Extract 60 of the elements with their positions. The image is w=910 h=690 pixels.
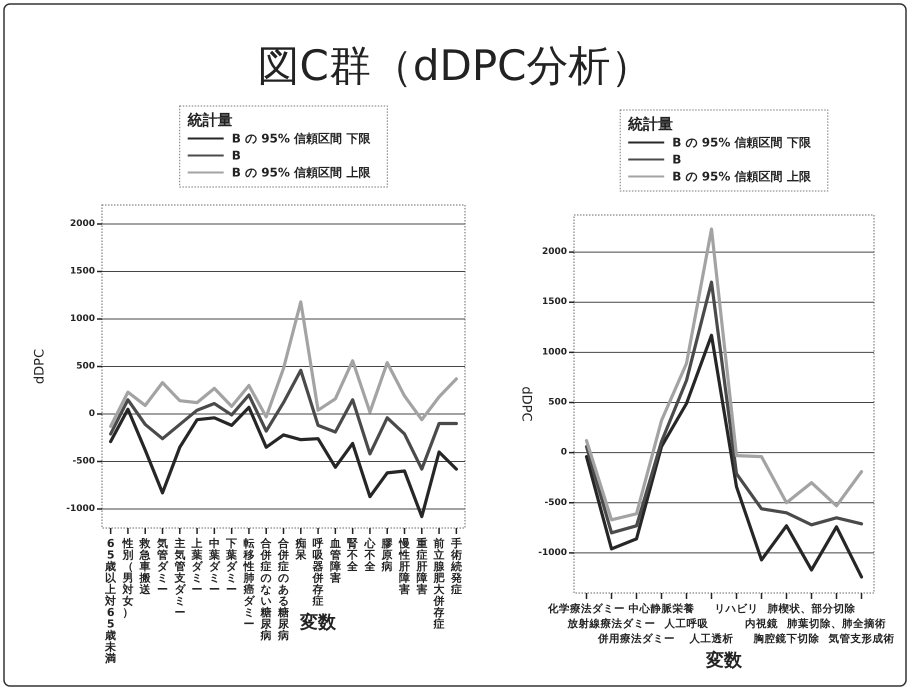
y-axis-title: dDPC	[518, 386, 534, 422]
x-tick-label: 膠原病	[380, 537, 394, 573]
y-axis-title: dDPC	[32, 348, 48, 384]
y-tick-label: 1500	[542, 297, 567, 308]
y-tick-label: -500	[544, 498, 567, 508]
x-tick-label: 心不全	[363, 537, 376, 573]
x-tick-label: 化学療法ダミー	[547, 602, 625, 615]
legend-label: B の 95% 信頼区間 下限	[672, 136, 812, 150]
x-tick-label: 救急車搬送	[138, 537, 152, 596]
x-tick-label: 肺楔状、部分切除	[766, 602, 856, 615]
x-tick-label: 血管障害	[328, 537, 341, 584]
y-tick-label: -1000	[538, 548, 567, 558]
category-label: 合併症のある糖尿病	[278, 537, 289, 642]
x-axis-title: 変数	[705, 650, 743, 671]
legend-title: 統計量	[186, 111, 233, 129]
x-tick-label: 放射線療法ダミー	[566, 617, 656, 630]
y-tick-label: -500	[72, 456, 95, 466]
x-tick-label: 重症肝障害	[415, 537, 428, 596]
x-tick-label: 慢性肝障害	[398, 537, 410, 596]
x-tick-label: 主気管支ダミー	[173, 537, 186, 619]
x-tick-label: 併用療法ダミー	[597, 632, 675, 645]
x-tick-label: 気管支形成術	[828, 632, 894, 645]
x-tick-label: 痴呆	[294, 537, 308, 562]
y-tick-label: 500	[76, 362, 95, 372]
x-tick-label: 気管ダミー	[156, 537, 169, 596]
y-tick-label: 2000	[70, 219, 95, 229]
y-tick-label: 500	[548, 397, 567, 408]
x-tick-label: 手術続発症	[450, 537, 463, 596]
y-tick-label: 1500	[70, 266, 95, 276]
x-tick-label: 呼吸器併存症	[312, 537, 325, 608]
legend-title: 統計量	[627, 115, 674, 133]
y-tick-label: 1000	[70, 314, 95, 324]
chart-title: 図C群（dDPC分析）	[258, 41, 652, 90]
x-tick-label: 下葉ダミー	[225, 537, 238, 596]
x-tick-label: 性別（男対女）	[121, 537, 134, 619]
legend-label: B の 95% 信頼区間 上限	[672, 170, 812, 184]
y-tick-label: 0	[88, 409, 95, 419]
y-tick-label: 0	[560, 448, 567, 458]
legend-label: B の 95% 信頼区間 上限	[232, 166, 372, 180]
x-tick-label: 上葉ダミー	[190, 537, 204, 596]
category-label: 合併症のない糖尿病	[260, 537, 272, 642]
x-tick-label: 内視鏡	[745, 617, 778, 630]
x-tick-label: 胸腔鏡下切除	[752, 632, 820, 645]
legend-label: B	[672, 152, 682, 166]
x-tick-label: 前立腺肥大併存症	[432, 537, 446, 630]
x-tick-label: 転移性肺癌ダミー	[242, 537, 256, 630]
x-tick-label: 人工呼吸	[664, 617, 710, 630]
legend-label: B	[232, 148, 241, 162]
y-tick-label: -1000	[66, 504, 95, 514]
y-tick-label: 2000	[542, 247, 567, 258]
legend-label: B の 95% 信頼区間 下限	[232, 132, 372, 146]
x-tick-label: 肺葉切除、肺全摘術	[786, 617, 886, 630]
x-tick-label: 腎不全	[346, 537, 360, 573]
category-label: 65歳以上対65歳未満	[105, 537, 116, 665]
x-tick-label: リハビリ	[714, 602, 758, 615]
x-axis-title: 変数	[299, 612, 337, 633]
x-tick-label: 中葉ダミー	[208, 537, 221, 596]
x-tick-label: 人工透析	[688, 632, 734, 645]
x-tick-label: 中心静脈栄養	[628, 602, 694, 615]
y-tick-label: 1000	[542, 347, 567, 358]
